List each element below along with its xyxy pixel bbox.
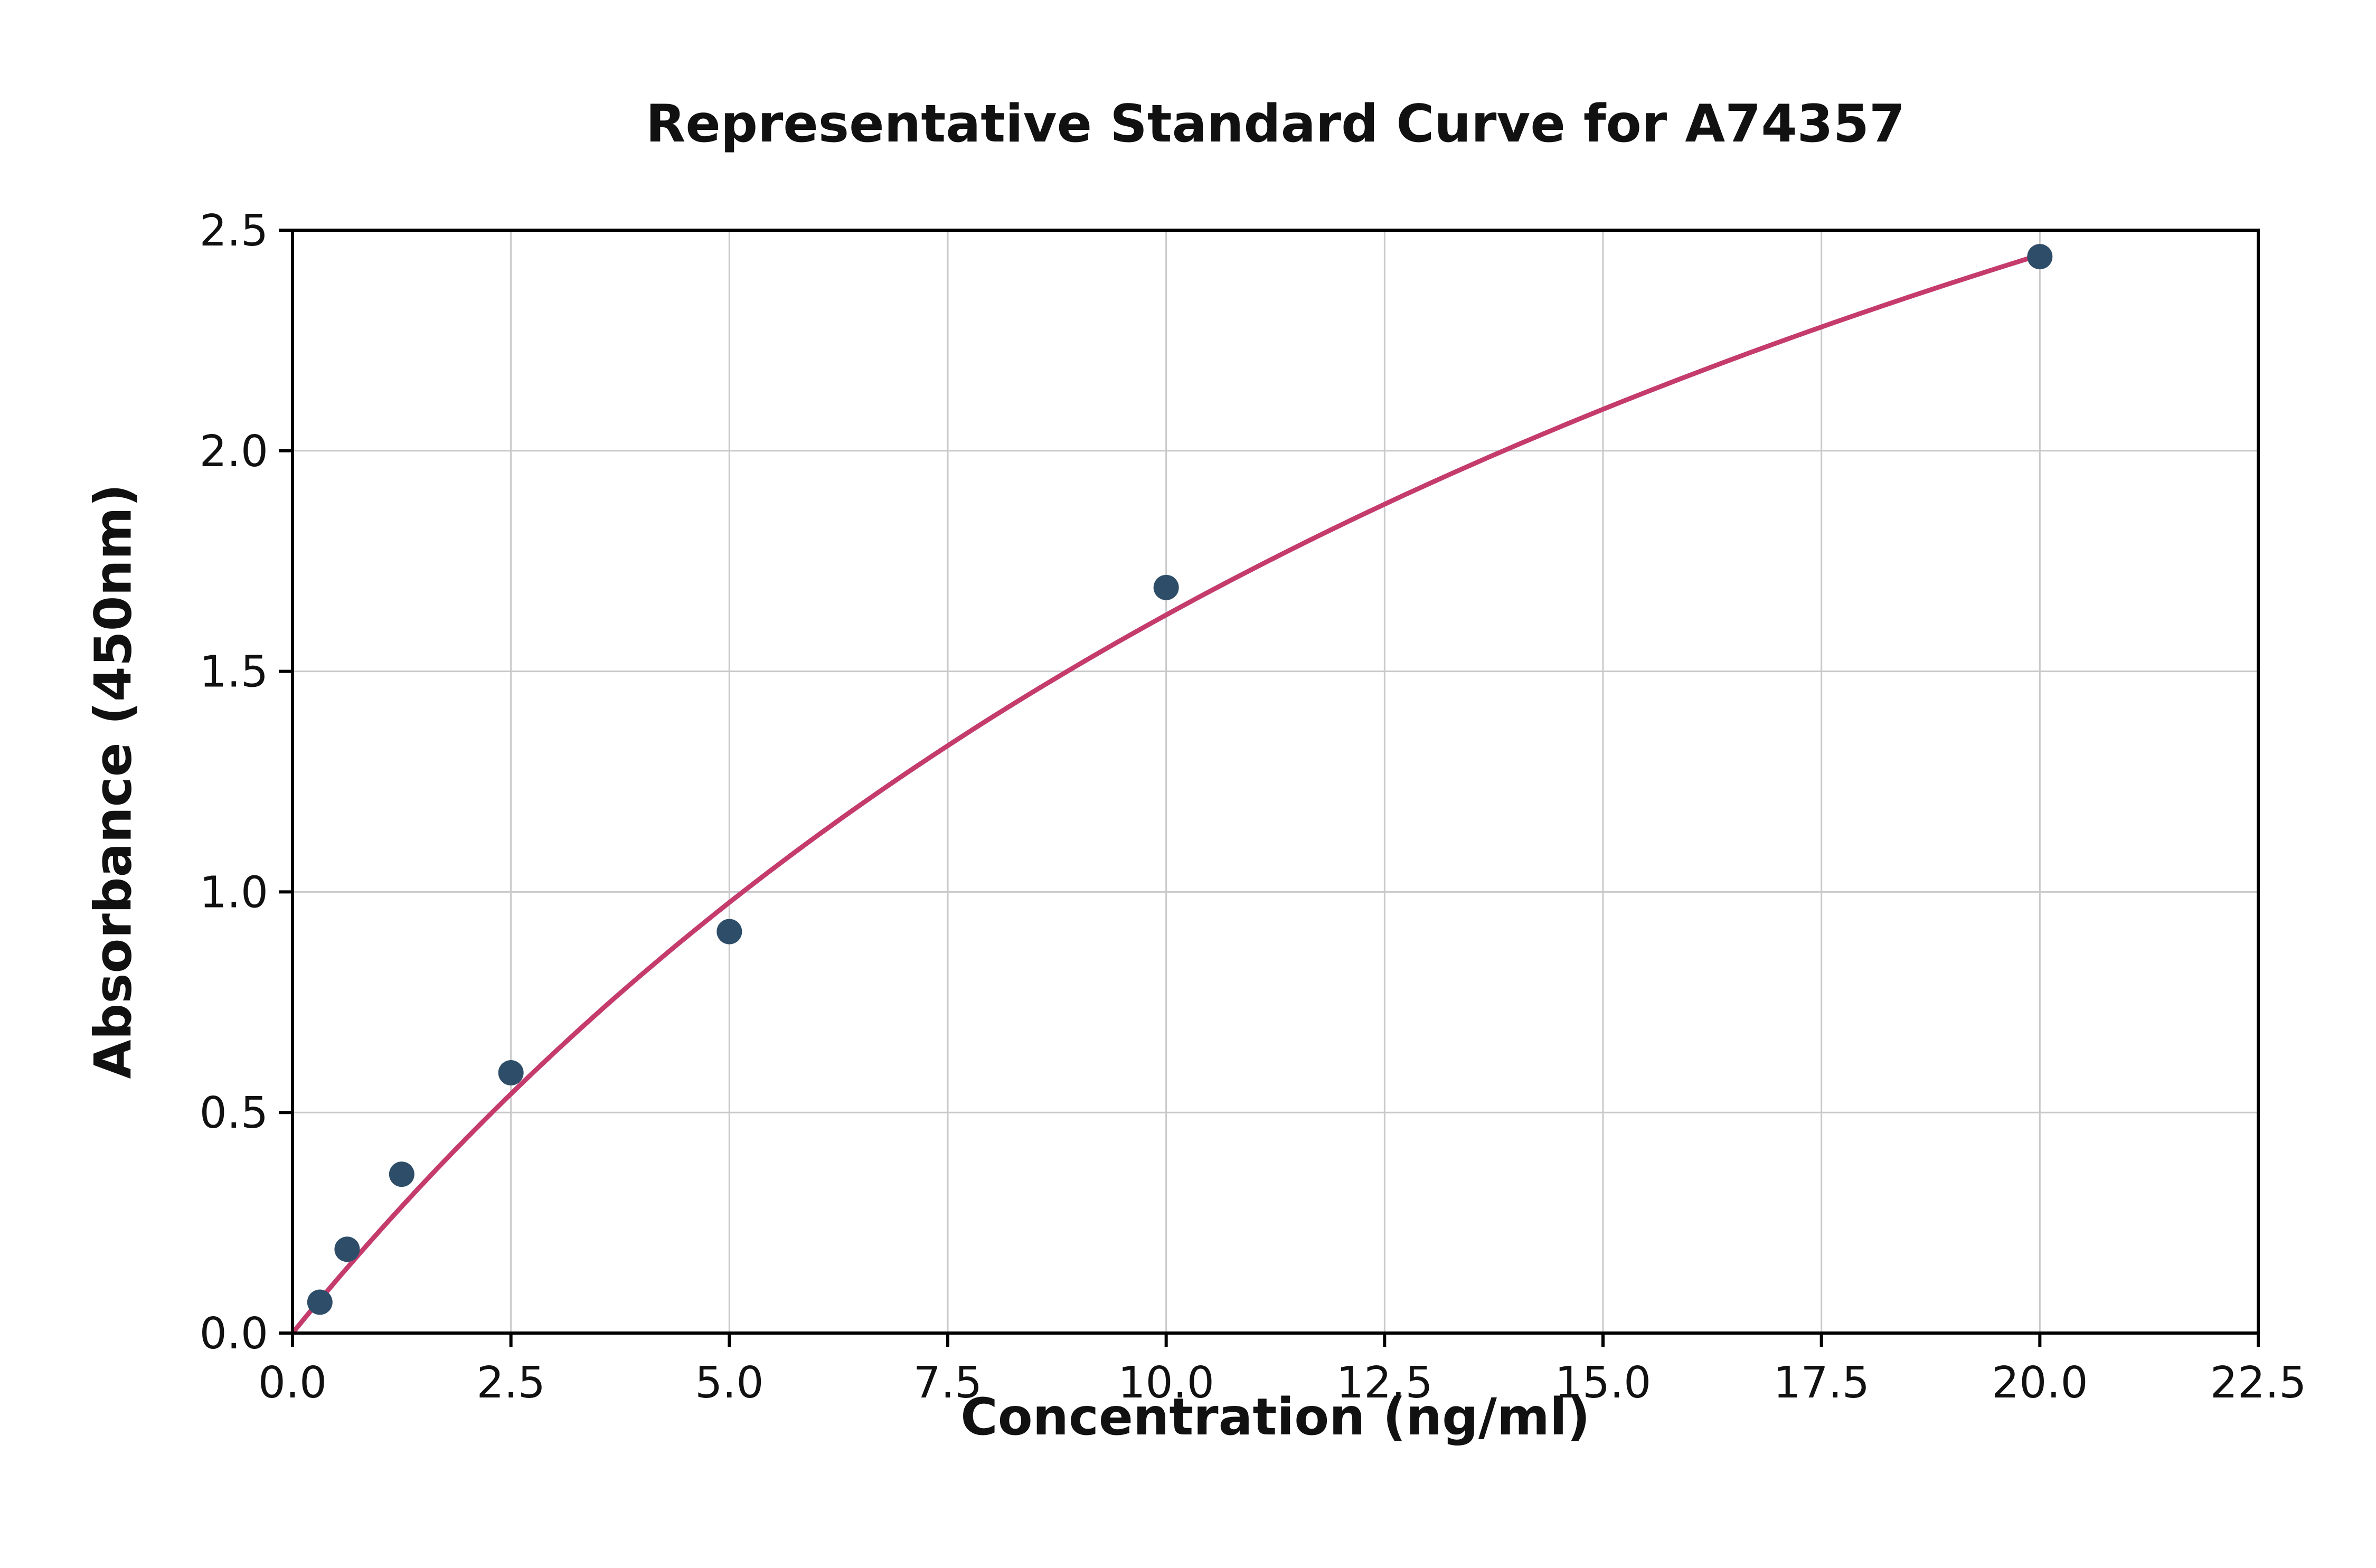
x-tick-label: 22.5 <box>2210 1358 2307 1408</box>
fit-curve <box>290 251 2047 1336</box>
y-tick-label: 0.5 <box>200 1088 268 1138</box>
y-tick-label: 0.0 <box>200 1309 268 1359</box>
x-tick-label: 5.0 <box>695 1358 763 1408</box>
data-point <box>307 1289 333 1315</box>
plot-border <box>291 229 2260 1335</box>
data-point <box>2027 244 2053 270</box>
x-tick-label: 7.5 <box>913 1358 982 1408</box>
x-tick-label: 2.5 <box>476 1358 545 1408</box>
x-tick-label: 0.0 <box>258 1358 327 1408</box>
y-tick-label: 1.0 <box>200 867 268 918</box>
x-tick-label: 17.5 <box>1773 1358 1870 1408</box>
data-point <box>334 1236 360 1262</box>
x-tick-label: 15.0 <box>1555 1358 1652 1408</box>
data-point <box>389 1161 414 1187</box>
x-tick-label: 10.0 <box>1118 1358 1214 1408</box>
y-tick-label: 2.0 <box>200 427 268 477</box>
data-point <box>716 919 742 944</box>
x-axis-label: Concentration (ng/ml) <box>960 1387 1590 1447</box>
chart-title: Representative Standard Curve for A74357 <box>645 94 1906 154</box>
data-point <box>1153 574 1179 600</box>
data-point <box>498 1060 524 1085</box>
x-tick-label: 20.0 <box>1992 1358 2088 1408</box>
y-tick-label: 1.5 <box>200 647 268 697</box>
x-tick-label: 12.5 <box>1336 1358 1433 1408</box>
y-tick-label: 2.5 <box>200 206 268 256</box>
